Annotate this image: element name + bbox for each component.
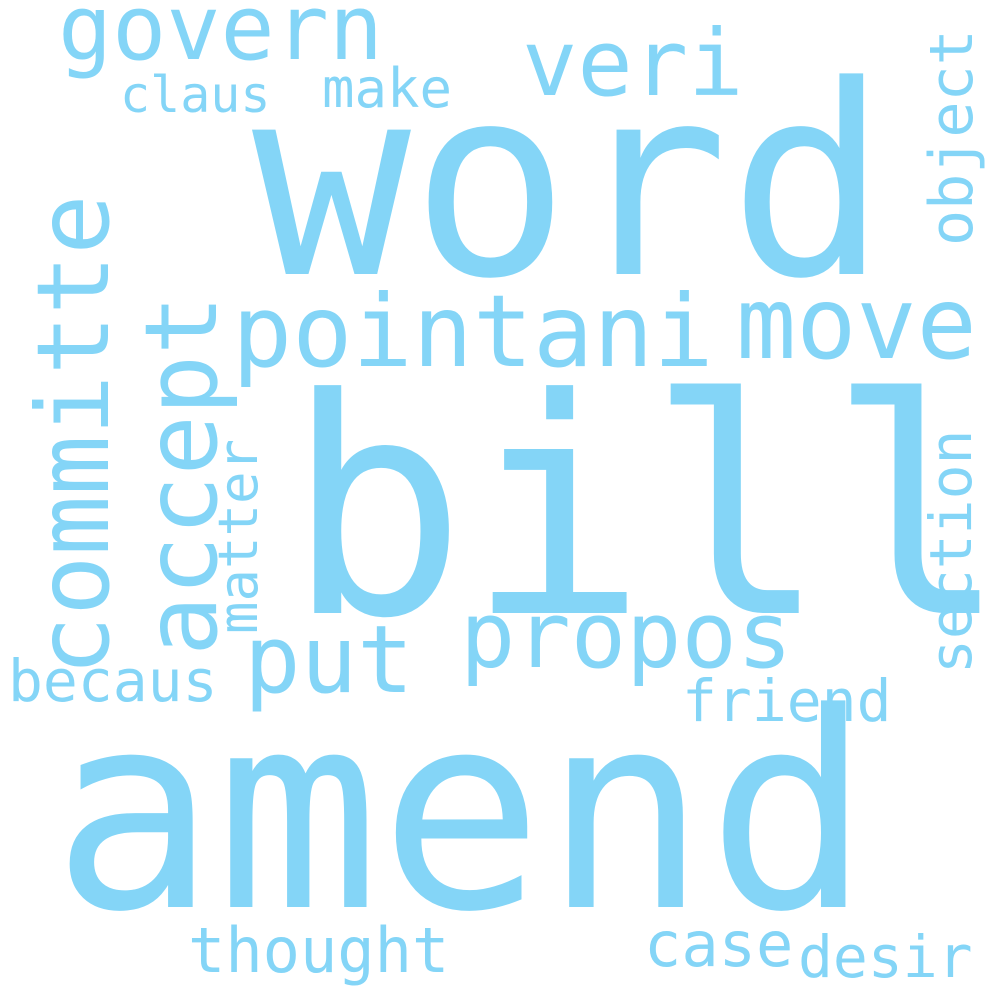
word-put: put [244,606,414,715]
word-becaus: becaus [8,647,218,715]
word-desir: desir [798,923,973,991]
word-pointani: pointani [232,273,714,390]
word-move: move [736,265,977,382]
word-object: object [917,29,987,246]
word-section: section [917,429,985,674]
word-word: word [252,30,888,337]
word-claus: claus [120,66,271,124]
word-veri: veri [522,10,744,117]
word-make: make [322,57,453,120]
word-propos: propos [460,582,793,689]
word-thought: thought [188,914,450,987]
word-bill: bill [286,335,1000,684]
word-matter: matter [207,438,270,634]
word-amend: amend [52,656,871,972]
word-committe: committe [15,194,132,676]
word-case: case [644,908,794,981]
word-friend: friend [682,667,892,735]
word-govern: govern [58,0,384,81]
